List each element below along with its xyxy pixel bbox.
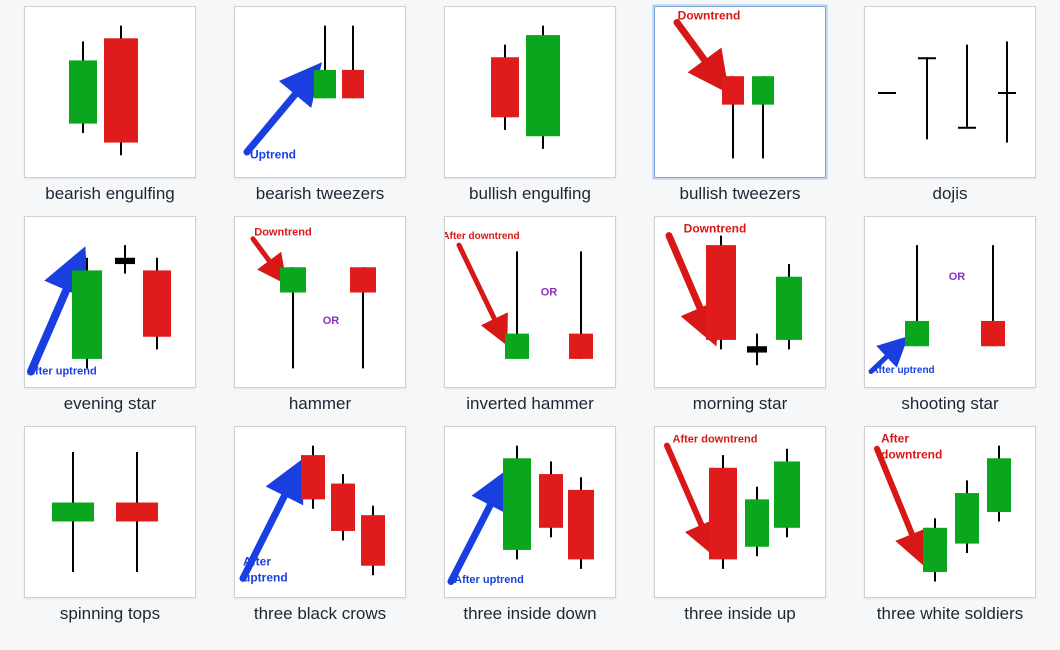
svg-text:After: After	[243, 555, 271, 569]
svg-text:After uptrend: After uptrend	[871, 365, 934, 376]
svg-text:Uptrend: Uptrend	[250, 147, 296, 161]
thumbnail[interactable]	[24, 426, 196, 598]
thumbnail[interactable]: After uptrend OR	[864, 216, 1036, 388]
pattern-three-black-crows[interactable]: After uptrend three black crows	[220, 426, 420, 636]
pattern-shooting-star[interactable]: After uptrend OR shooting star	[850, 216, 1050, 426]
thumbnail-label: three white soldiers	[877, 604, 1023, 624]
thumbnail[interactable]: After downtrend	[864, 426, 1036, 598]
thumbnail-label: evening star	[64, 394, 157, 414]
thumbnail[interactable]: After uptrend	[234, 426, 406, 598]
svg-text:After downtrend: After downtrend	[673, 433, 758, 445]
svg-text:uptrend: uptrend	[243, 571, 288, 585]
thumbnail-label: spinning tops	[60, 604, 160, 624]
pattern-bearish-engulfing[interactable]: bearish engulfing	[10, 6, 210, 216]
thumbnail-label: three inside up	[684, 604, 796, 624]
thumbnail-label: hammer	[289, 394, 351, 414]
pattern-bullish-engulfing[interactable]: bullish engulfing	[430, 6, 630, 216]
thumbnail[interactable]: Downtrend OR	[234, 216, 406, 388]
thumbnail[interactable]	[864, 6, 1036, 178]
thumbnail[interactable]: After uptrend	[444, 426, 616, 598]
pattern-bullish-tweezers[interactable]: Downtrend bullish tweezers	[640, 6, 840, 216]
pattern-three-inside-down[interactable]: After uptrend three inside down	[430, 426, 630, 636]
thumbnail[interactable]	[24, 6, 196, 178]
thumbnail-label: morning star	[693, 394, 787, 414]
svg-text:After uptrend: After uptrend	[27, 366, 97, 378]
svg-text:After uptrend: After uptrend	[454, 574, 524, 586]
thumbnail[interactable]	[444, 6, 616, 178]
thumbnail[interactable]: Uptrend	[234, 6, 406, 178]
svg-text:downtrend: downtrend	[881, 447, 942, 461]
svg-text:After downtrend: After downtrend	[445, 231, 520, 242]
thumbnail[interactable]: Downtrend	[654, 216, 826, 388]
thumbnail-label: bullish engulfing	[469, 184, 591, 204]
pattern-three-inside-up[interactable]: After downtrend three inside up	[640, 426, 840, 636]
thumbnail-label: dojis	[933, 184, 968, 204]
thumbnail-label: bullish tweezers	[680, 184, 801, 204]
svg-text:OR: OR	[541, 287, 558, 299]
svg-text:Downtrend: Downtrend	[678, 8, 741, 22]
thumbnail-label: three black crows	[254, 604, 386, 624]
thumbnail[interactable]: Downtrend	[654, 6, 826, 178]
thumbnail[interactable]: After downtrend OR	[444, 216, 616, 388]
candlestick-pattern-gallery: bearish engulfing Uptrend bearish tweezers…	[0, 0, 1060, 650]
thumbnail-grid: bearish engulfing Uptrend bearish tweezers…	[10, 6, 1050, 636]
svg-text:After: After	[881, 431, 909, 445]
svg-text:OR: OR	[323, 315, 340, 327]
pattern-hammer[interactable]: Downtrend OR hammer	[220, 216, 420, 426]
pattern-inverted-hammer[interactable]: After downtrend OR inverted hammer	[430, 216, 630, 426]
pattern-dojis[interactable]: dojis	[850, 6, 1050, 216]
thumbnail[interactable]: After uptrend	[24, 216, 196, 388]
svg-text:Downtrend: Downtrend	[254, 227, 311, 239]
thumbnail-label: shooting star	[901, 394, 998, 414]
pattern-three-white-soldiers[interactable]: After downtrend three white soldiers	[850, 426, 1050, 636]
thumbnail[interactable]: After downtrend	[654, 426, 826, 598]
thumbnail-label: bearish tweezers	[256, 184, 385, 204]
pattern-bearish-tweezers[interactable]: Uptrend bearish tweezers	[220, 6, 420, 216]
thumbnail-label: inverted hammer	[466, 394, 594, 414]
svg-text:OR: OR	[949, 271, 966, 283]
svg-text:Downtrend: Downtrend	[684, 221, 747, 235]
pattern-spinning-tops[interactable]: spinning tops	[10, 426, 210, 636]
thumbnail-label: three inside down	[463, 604, 596, 624]
thumbnail-label: bearish engulfing	[45, 184, 174, 204]
pattern-morning-star[interactable]: Downtrend morning star	[640, 216, 840, 426]
pattern-evening-star[interactable]: After uptrend evening star	[10, 216, 210, 426]
